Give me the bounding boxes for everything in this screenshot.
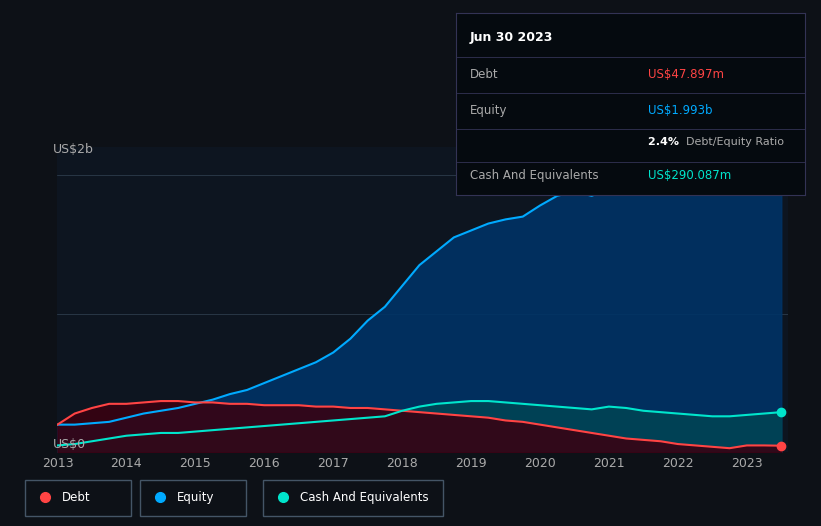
Text: Equity: Equity (177, 491, 214, 503)
Text: US$47.897m: US$47.897m (648, 68, 723, 80)
Text: Cash And Equivalents: Cash And Equivalents (300, 491, 429, 503)
Text: US$1.993b: US$1.993b (648, 104, 712, 117)
Text: Equity: Equity (470, 104, 507, 117)
Text: 2.4%: 2.4% (648, 137, 682, 147)
Text: US$290.087m: US$290.087m (648, 169, 731, 182)
Text: Debt: Debt (470, 68, 498, 80)
Text: Debt/Equity Ratio: Debt/Equity Ratio (686, 137, 784, 147)
Text: US$0: US$0 (53, 438, 86, 451)
Text: Debt: Debt (62, 491, 90, 503)
Text: Jun 30 2023: Jun 30 2023 (470, 32, 553, 44)
Text: US$2b: US$2b (53, 144, 94, 156)
Text: Cash And Equivalents: Cash And Equivalents (470, 169, 599, 182)
